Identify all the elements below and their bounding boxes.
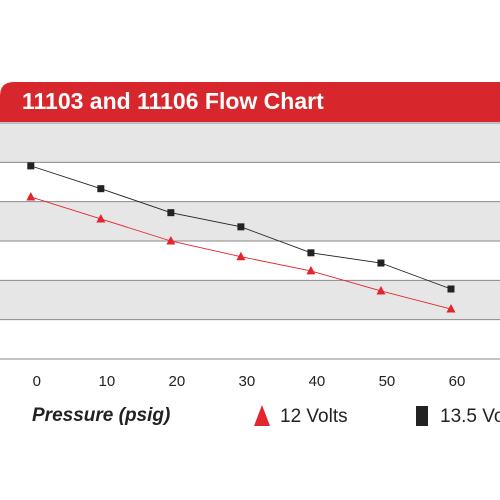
x-axis-label: Pressure (psig)	[32, 405, 170, 426]
data-point	[167, 209, 175, 217]
x-tick-label: 60	[449, 373, 466, 390]
data-point	[236, 251, 246, 261]
data-point	[26, 191, 36, 201]
data-point	[97, 185, 105, 193]
x-tick-label: 20	[169, 373, 186, 390]
grid-band	[0, 280, 500, 320]
data-point	[237, 223, 245, 231]
plot-area	[0, 122, 500, 360]
data-point	[96, 213, 106, 223]
data-point	[166, 236, 176, 245]
grid-band	[0, 123, 500, 163]
data-point	[376, 285, 386, 295]
x-tick-label: 50	[379, 373, 396, 390]
chart-title: 11103 and 11106 Flow Chart	[22, 88, 324, 114]
x-tick-label: 0	[33, 373, 41, 390]
data-point	[447, 285, 455, 293]
grid-band	[0, 201, 500, 241]
legend-label: 12 Volts	[280, 406, 348, 427]
data-point	[27, 162, 35, 170]
data-point	[377, 259, 385, 267]
data-point	[306, 265, 316, 275]
data-point	[446, 304, 456, 313]
x-tick-label: 40	[309, 373, 326, 390]
title-band	[0, 82, 500, 122]
x-tick-label: 30	[239, 373, 256, 390]
legend-marker	[416, 406, 428, 426]
x-tick-label: 10	[98, 373, 115, 390]
legend-label: 13.5 Volts	[440, 406, 500, 427]
data-point	[307, 249, 315, 257]
legend-marker	[254, 405, 270, 426]
legend: 12 Volts 13.5 Volts	[254, 405, 500, 427]
